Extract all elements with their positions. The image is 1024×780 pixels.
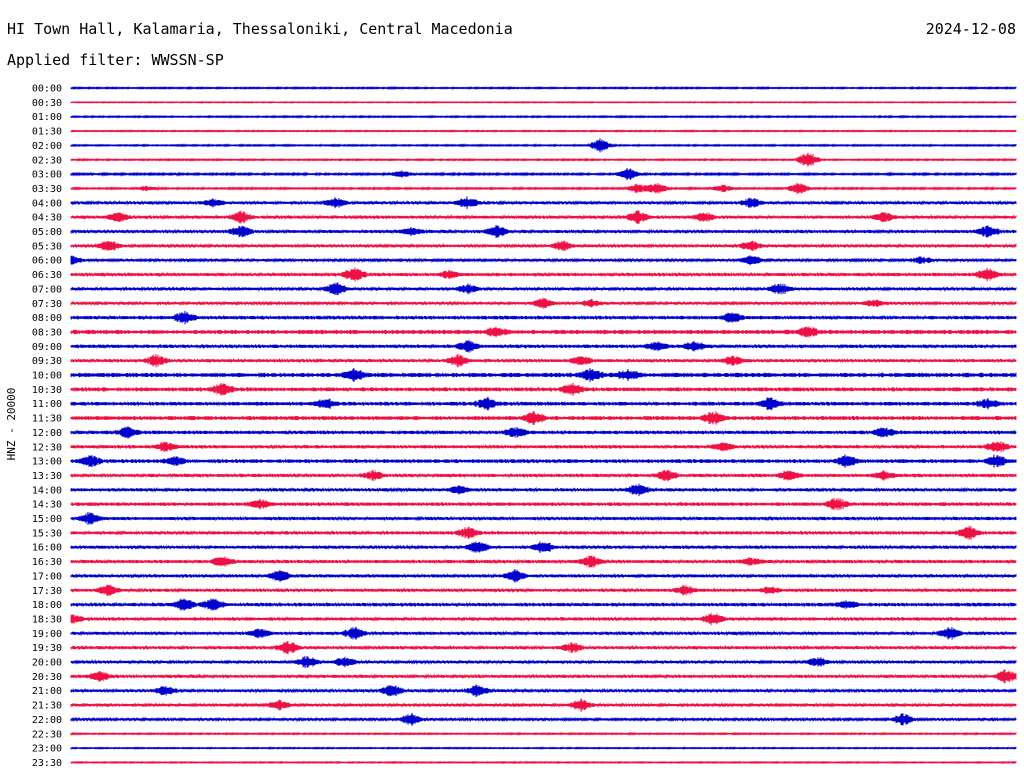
row-time-label: 07:00: [32, 284, 62, 295]
row-time-label: 02:00: [32, 141, 62, 152]
row-time-label: 14:30: [32, 500, 62, 511]
row-time-label: 15:00: [32, 514, 62, 525]
row-time-label: 00:00: [32, 84, 62, 95]
row-time-label: 17:30: [32, 586, 62, 597]
row-time-label: 10:00: [32, 371, 62, 382]
row-time-label: 04:30: [32, 213, 62, 224]
row-time-label: 08:30: [32, 327, 62, 338]
row-time-label: 15:30: [32, 528, 62, 539]
row-time-label: 21:30: [32, 701, 62, 712]
row-time-label: 02:30: [32, 155, 62, 166]
row-time-label: 14:00: [32, 485, 62, 496]
row-time-label: 19:30: [32, 643, 62, 654]
row-time-label: 05:30: [32, 241, 62, 252]
row-time-label: 23:30: [32, 758, 62, 769]
row-time-label: 22:00: [32, 715, 62, 726]
row-time-label: 09:00: [32, 342, 62, 353]
row-time-label: 21:00: [32, 686, 62, 697]
row-time-label: 08:00: [32, 313, 62, 324]
row-time-label: 20:00: [32, 658, 62, 669]
row-time-label: 01:30: [32, 127, 62, 138]
row-time-label: 13:00: [32, 457, 62, 468]
row-time-label: 10:30: [32, 385, 62, 396]
row-time-label: 01:00: [32, 112, 62, 123]
row-time-label: 12:00: [32, 428, 62, 439]
row-time-label: 04:00: [32, 198, 62, 209]
row-time-label: 19:00: [32, 629, 62, 640]
row-time-label: 22:30: [32, 729, 62, 740]
row-time-label: 09:30: [32, 356, 62, 367]
station-title: HI Town Hall, Kalamaria, Thessaloniki, C…: [7, 20, 513, 38]
row-time-label: 17:00: [32, 571, 62, 582]
filter-label: Applied filter: WWSSN-SP: [7, 51, 224, 69]
row-time-label: 11:00: [32, 399, 62, 410]
row-time-label: 03:00: [32, 170, 62, 181]
row-time-label: 13:30: [32, 471, 62, 482]
row-time-label: 11:30: [32, 414, 62, 425]
row-time-label: 16:00: [32, 543, 62, 554]
y-axis-label: HNZ - 20000: [5, 388, 18, 461]
row-time-label: 06:30: [32, 270, 62, 281]
row-time-label: 20:30: [32, 672, 62, 683]
row-time-label: 06:00: [32, 256, 62, 267]
row-time-label: 05:00: [32, 227, 62, 238]
seismic-trace-row: [70, 382, 1017, 396]
row-time-label: 00:30: [32, 98, 62, 109]
row-time-label: 12:30: [32, 442, 62, 453]
row-time-label: 03:30: [32, 184, 62, 195]
row-time-label: 07:30: [32, 299, 62, 310]
row-time-label: 16:30: [32, 557, 62, 568]
date-label: 2024-12-08: [925, 20, 1016, 38]
row-time-label: 18:30: [32, 614, 62, 625]
row-time-label: 23:00: [32, 744, 62, 755]
row-time-label: 18:00: [32, 600, 62, 611]
